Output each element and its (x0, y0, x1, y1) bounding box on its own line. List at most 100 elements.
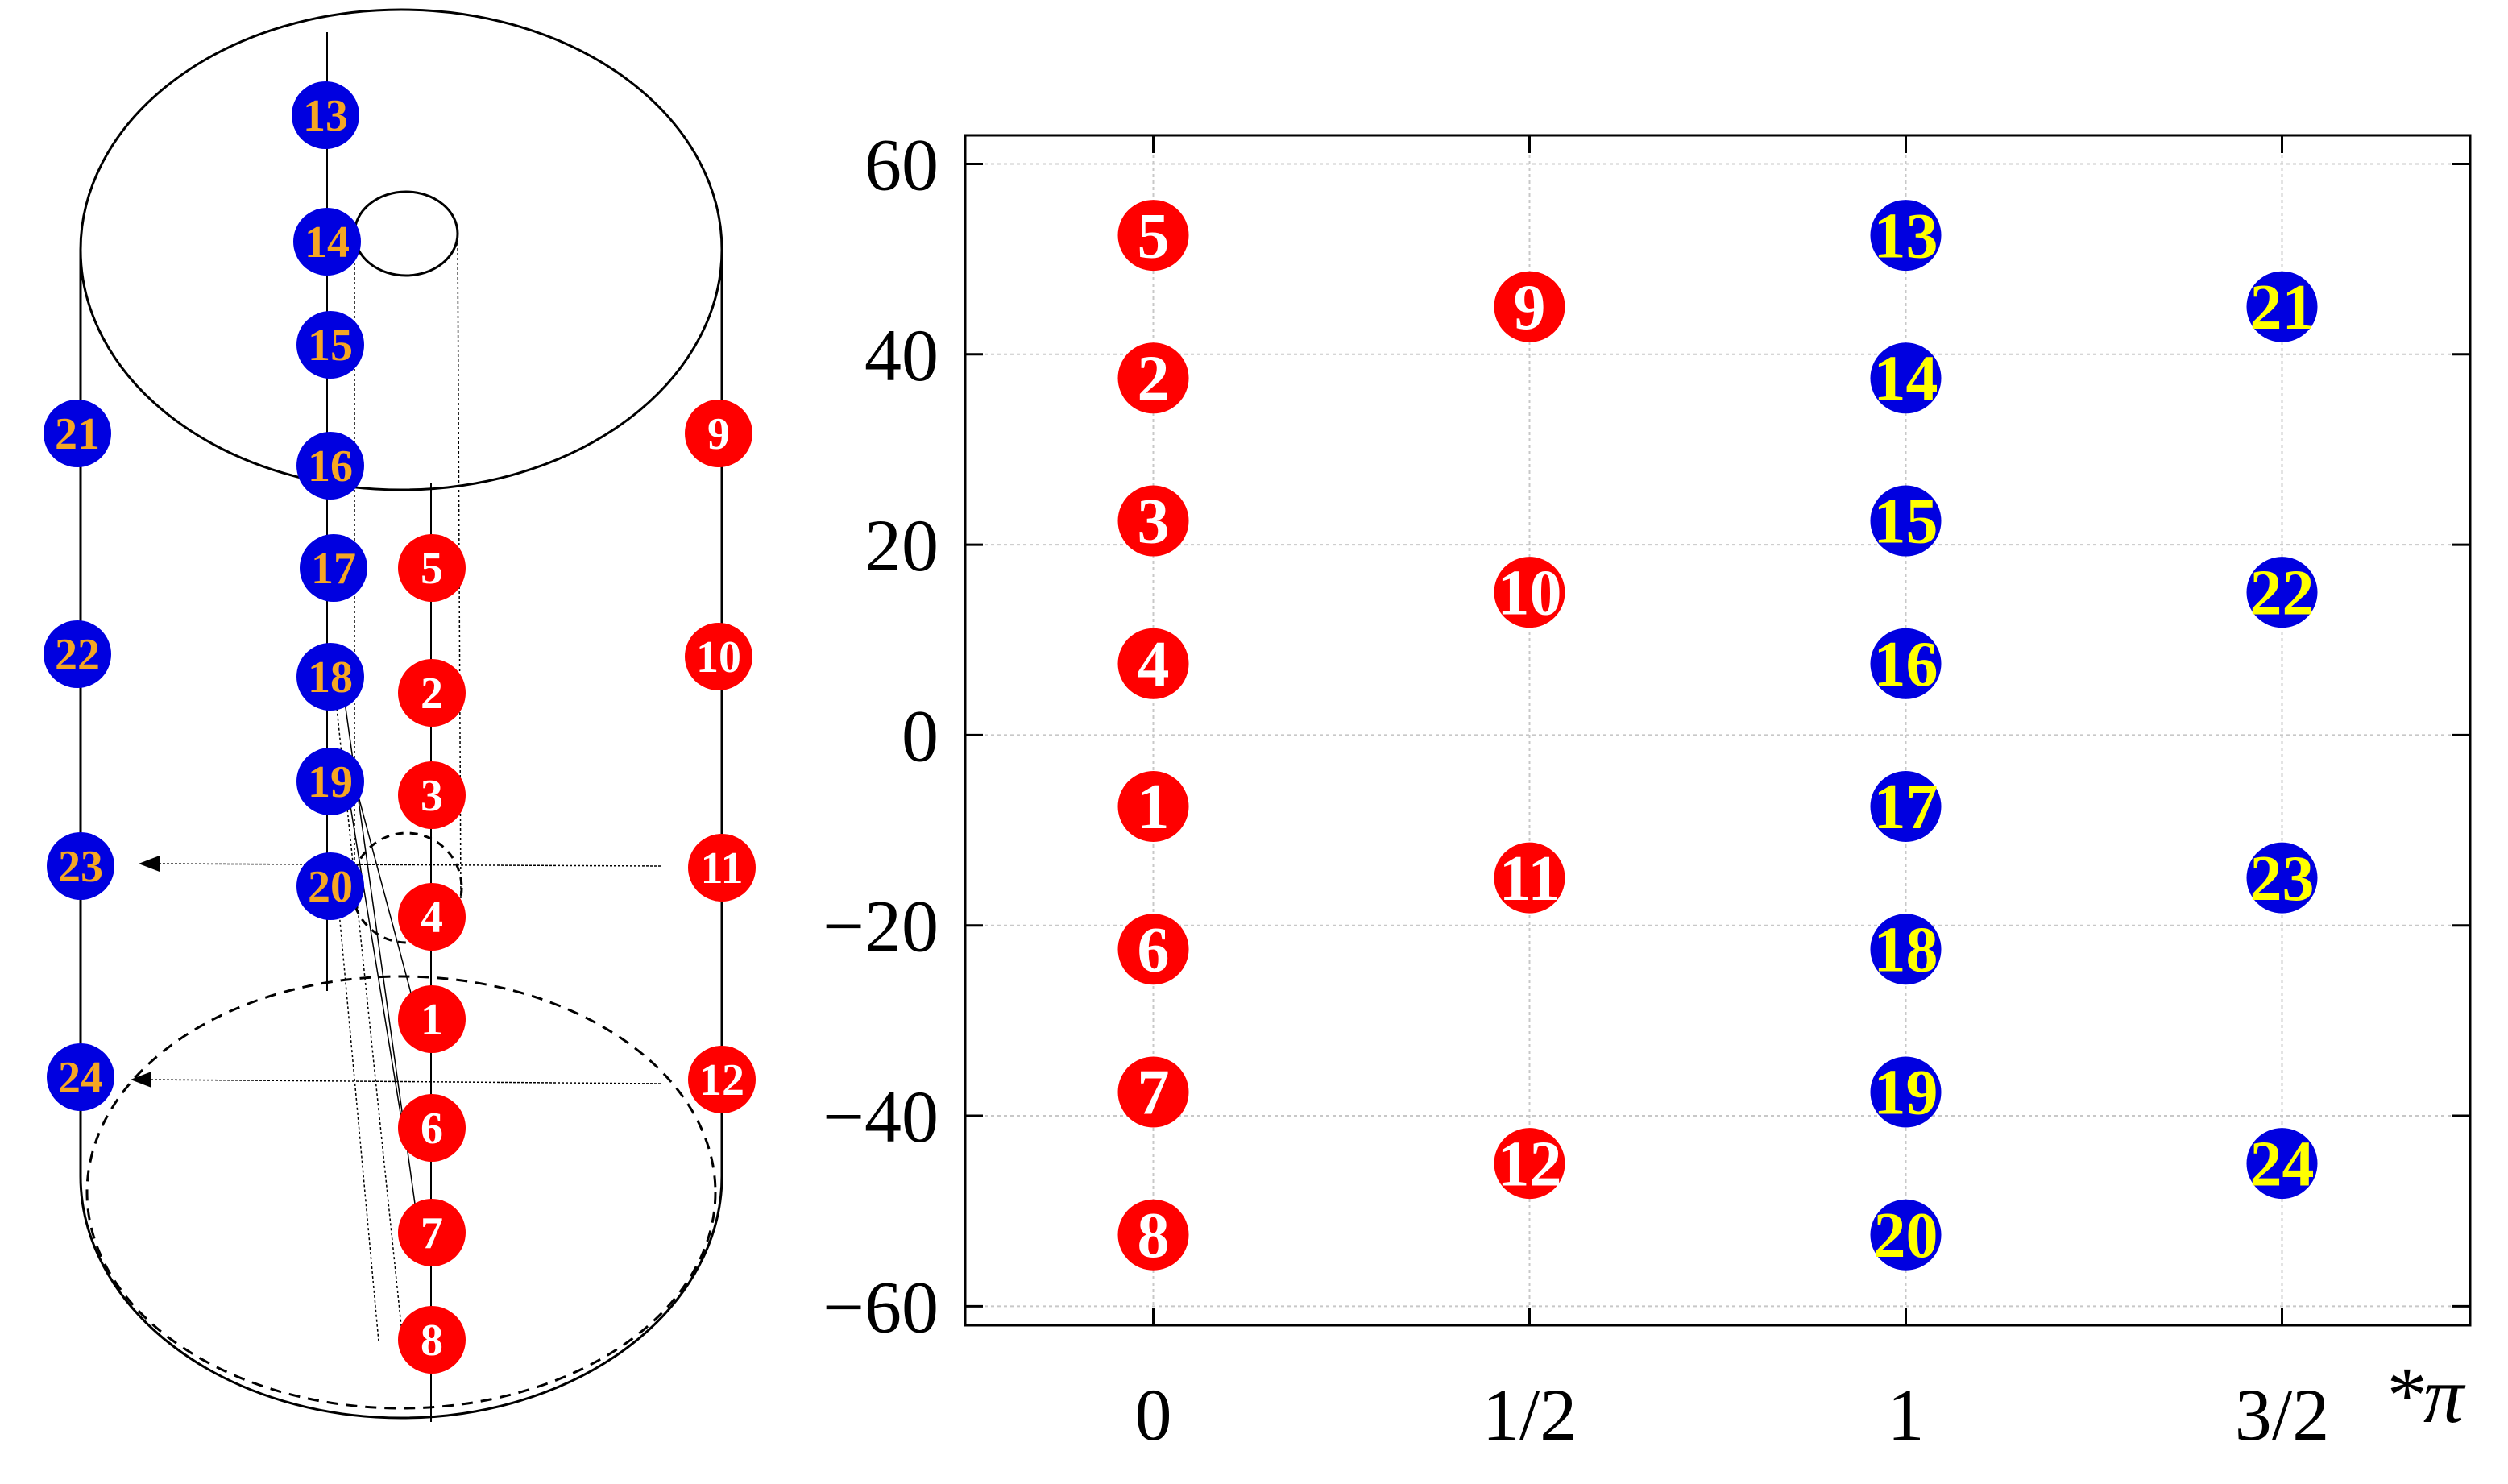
marker-dot (296, 852, 364, 920)
y-tick-label: 0 (902, 694, 939, 777)
marker-dot (1117, 342, 1189, 414)
chart-point-23: 23 (2246, 842, 2318, 914)
marker-label: 6 (1138, 914, 1170, 985)
marker-label: 1 (421, 995, 443, 1045)
chart-point-11: 11 (1494, 842, 1565, 914)
marker-label: 6 (421, 1104, 443, 1154)
marker-dot (1117, 914, 1189, 985)
marker-label: 14 (1874, 344, 1938, 415)
marker-dot (296, 643, 364, 711)
marker-dot (1494, 557, 1565, 628)
y-tick-label: −40 (823, 1076, 939, 1158)
chart-point-8: 8 (1117, 1199, 1189, 1271)
chart-point-21: 21 (2246, 271, 2318, 343)
chart-point-24: 24 (2246, 1128, 2318, 1200)
marker-dot (44, 400, 111, 467)
chart-point-5: 5 (1117, 200, 1189, 272)
connector-line (354, 781, 420, 1024)
marker-label: 20 (308, 862, 353, 912)
marker-label: 18 (1874, 914, 1938, 985)
chart-point-2: 2 (1117, 342, 1189, 415)
marker-dot (1870, 628, 1942, 699)
chart-point-17: 17 (1870, 771, 1942, 843)
marker-dot (47, 1043, 114, 1111)
marker-dot (296, 432, 364, 500)
chart-point-15: 15 (1870, 485, 1942, 558)
chart-point-19: 19 (1870, 1056, 1942, 1129)
marker-dot (1494, 1128, 1565, 1200)
marker-label: 12 (1498, 1129, 1562, 1200)
connector-line (336, 885, 379, 1342)
y-tick-label: 20 (864, 504, 939, 587)
marker-label: 16 (1874, 629, 1938, 700)
marker-dot (1117, 1056, 1189, 1128)
marker-dot (688, 1046, 756, 1113)
marker-label: 5 (1138, 201, 1170, 272)
chart-point-20: 20 (1870, 1199, 1942, 1271)
marker-label: 21 (2250, 272, 2315, 343)
marker-label: 21 (55, 409, 100, 459)
x-tick-label: 1 (1888, 1374, 1925, 1456)
marker-dot (1494, 842, 1565, 914)
diagram-marker-17: 17 (300, 534, 367, 602)
diagram-marker-24: 24 (47, 1043, 114, 1111)
marker-dot (2246, 271, 2318, 342)
chart-point-22: 22 (2246, 557, 2318, 628)
chart-point-3: 3 (1117, 485, 1189, 558)
marker-dot (296, 748, 364, 815)
cylinder-top-face (79, 8, 723, 491)
marker-dot (300, 534, 367, 602)
marker-label: 3 (1138, 487, 1170, 558)
marker-label: 11 (701, 844, 744, 893)
x-unit-label: *π (2383, 1350, 2466, 1440)
x-tick-label: 1/2 (1482, 1374, 1577, 1456)
marker-label: 13 (303, 91, 348, 141)
diagram-marker-22: 22 (44, 620, 111, 688)
marker-label: 18 (308, 653, 353, 703)
marker-dot (1870, 200, 1942, 272)
marker-dot (688, 834, 756, 902)
diagram-marker-20: 20 (296, 852, 364, 920)
marker-dot (292, 81, 359, 149)
diagram-marker-8: 8 (398, 1306, 466, 1374)
marker-dot (1117, 200, 1189, 272)
diagram-marker-3: 3 (398, 761, 466, 829)
chart-point-18: 18 (1870, 914, 1942, 985)
marker-dot (1870, 914, 1942, 985)
marker-dot (1117, 485, 1189, 557)
marker-label: 9 (1514, 272, 1546, 343)
marker-label: 2 (1138, 344, 1170, 415)
marker-dot (296, 311, 364, 379)
arrowhead-icon (139, 856, 160, 872)
marker-dot (398, 761, 466, 829)
y-tick-label: 40 (864, 314, 939, 396)
marker-dot (2246, 842, 2318, 914)
marker-label: 3 (421, 771, 443, 821)
cylinder-bottom-arc (79, 1175, 723, 1420)
diagram-marker-12: 12 (688, 1046, 756, 1113)
arrow-line-12-to-24 (144, 1079, 661, 1084)
marker-label: 20 (1874, 1200, 1938, 1271)
diagram-marker-9: 9 (685, 400, 752, 467)
marker-label: 12 (699, 1055, 744, 1105)
marker-dot (1117, 1199, 1189, 1271)
diagram-marker-21: 21 (44, 400, 111, 467)
y-tick-label: −60 (823, 1266, 939, 1348)
diagram-marker-5: 5 (398, 534, 466, 602)
marker-dot (1494, 271, 1565, 342)
marker-label: 13 (1874, 201, 1938, 272)
marker-label: 19 (1874, 1058, 1938, 1129)
marker-label: 15 (1874, 487, 1938, 558)
diagram-marker-19: 19 (296, 748, 364, 815)
y-tick-label: −20 (823, 885, 939, 968)
chart-point-16: 16 (1870, 628, 1942, 700)
marker-label: 4 (421, 893, 443, 943)
marker-label: 24 (2250, 1129, 2315, 1200)
marker-dot (398, 659, 466, 727)
marker-dot (1870, 1056, 1942, 1128)
chart-point-12: 12 (1494, 1128, 1565, 1200)
marker-label: 11 (1499, 844, 1561, 914)
chart-ticks: 0 1/2 1 3/2 60 40 20 0 −20 −40 −60 (823, 123, 2470, 1456)
chart-grid (965, 135, 2470, 1325)
